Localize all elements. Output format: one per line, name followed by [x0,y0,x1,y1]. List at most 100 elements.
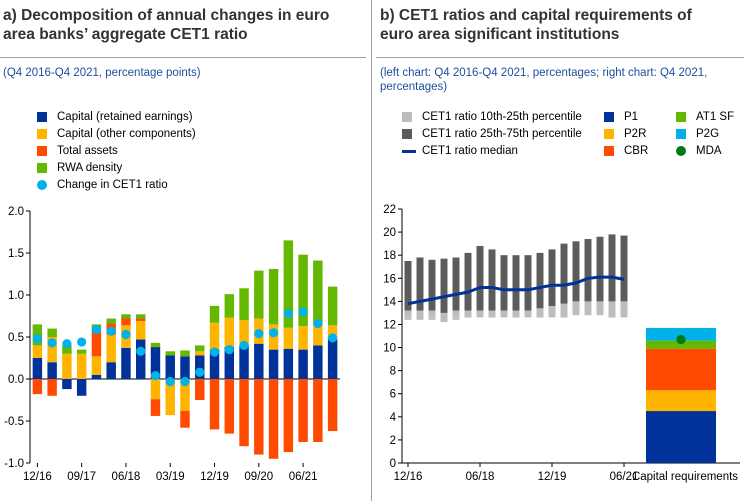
legend-label: Change in CET1 ratio [57,179,168,191]
bar-capital-other-components [195,351,205,356]
bar-capital-other-components [32,345,43,358]
bar-cet1-25th-75th-percentile [476,245,484,311]
bar-rwa-density [62,345,72,354]
panel-b-subtitle: (left chart: Q4 2016-Q4 2021, percentage… [380,66,707,94]
bar-capital-retained-earnings [268,349,279,379]
bar-capital-other-components [313,324,323,346]
point-change-in-cet1-ratio [328,333,338,343]
bar-cet1-10th-25th-percentile [560,303,568,318]
panel-b-subtitle-line2: percentages) [380,81,448,93]
point-change-in-cet1-ratio [136,346,146,356]
panel-a-title-line2: area banks’ aggregate CET1 ratio [3,26,248,43]
legend-swatch [402,129,412,139]
y-tick-label: 0 [390,458,396,470]
bar-cet1-10th-25th-percentile [524,310,532,318]
bar-rwa-density [313,260,323,325]
bar-capital-retained-earnings [91,374,102,379]
bar-requirement-at1-sf [646,340,716,349]
legend-swatch [676,129,686,139]
legend-label: P1 [624,111,639,123]
panel-b-title: b) CET1 ratios and capital requirements … [380,6,692,44]
legend-swatch [604,146,614,156]
bar-capital-retained-earnings [76,379,87,396]
bar-total-assets [298,379,308,442]
bar-cet1-10th-25th-percentile [548,305,556,318]
legend-label: CET1 ratio median [422,145,518,157]
bar-capital-other-components [91,356,102,375]
bar-capital-retained-earnings [32,358,43,379]
panel-b-title-line1: b) CET1 ratios and capital requirements … [380,7,692,24]
legend-label: P2R [624,128,647,140]
legend-label: Capital (retained earnings) [57,111,193,123]
bar-capital-other-components [327,325,338,340]
bar-rwa-density [135,314,146,319]
bar-total-assets [195,379,205,400]
point-change-in-cet1-ratio [268,328,279,338]
y-tick-label: 0.5 [8,332,24,344]
bar-total-assets [209,379,220,430]
bar-capital-retained-earnings [121,347,131,379]
legend-label: CET1 ratio 25th-75th percentile [422,128,582,140]
y-tick-label: 4 [390,412,397,424]
bar-cet1-25th-75th-percentile [452,257,460,311]
bar-requirement-p2g [646,327,716,341]
x-tick-label: 12/16 [23,471,52,483]
bar-requirement-p1 [646,411,716,463]
bar-cet1-25th-75th-percentile [464,252,472,311]
bar-total-assets [32,379,43,395]
bar-total-assets [313,379,323,442]
x-tick-label: 09/17 [67,471,96,483]
bar-rwa-density [239,288,249,321]
y-tick-label: 8 [390,366,396,378]
bar-cet1-10th-25th-percentile [500,310,508,318]
bar-total-assets [327,379,338,432]
point-change-in-cet1-ratio [298,307,308,317]
legend-label: MDA [696,145,722,157]
bar-capital-retained-earnings [195,355,205,379]
y-tick-label: 16 [383,273,396,285]
bar-cet1-25th-75th-percentile [536,252,544,309]
bar-capital-other-components [47,337,57,363]
bar-rwa-density [209,305,220,323]
bar-cet1-25th-75th-percentile [608,234,616,302]
x-tick-label: 12/16 [394,471,423,483]
point-change-in-cet1-ratio [32,334,42,344]
bar-capital-retained-earnings [224,347,235,379]
point-change-in-cet1-ratio [224,345,234,355]
bar-capital-retained-earnings [327,339,338,379]
point-change-in-cet1-ratio [121,329,131,340]
legend-label: CET1 ratio 10th-25th percentile [422,111,582,123]
x-tick-label: 06/18 [112,471,141,483]
legend-label: Total assets [57,145,118,157]
point-mda [676,334,686,345]
bar-capital-retained-earnings [313,345,323,379]
point-change-in-cet1-ratio [91,324,102,335]
y-tick-label: 1.5 [8,248,24,260]
bar-total-assets [91,328,102,357]
bar-total-assets [180,410,190,428]
x-tick-label-capital-requirements: Capital requirements [632,471,738,483]
bar-capital-other-components [224,317,235,348]
bar-capital-other-components [209,322,220,350]
bar-total-assets [283,379,294,453]
point-change-in-cet1-ratio [283,308,293,319]
bar-capital-retained-earnings [150,347,161,379]
bar-rwa-density [224,294,235,318]
bar-capital-retained-earnings [135,339,146,379]
bar-rwa-density [76,349,87,354]
legend-swatch [37,146,47,156]
bar-requirement-cbr [646,348,716,391]
point-change-in-cet1-ratio [106,326,116,336]
bar-cet1-10th-25th-percentile [572,301,580,316]
y-tick-label: 2.0 [8,206,24,218]
bar-rwa-density [254,270,264,319]
panel-a-subtitle: (Q4 2016-Q4 2021, percentage points) [3,67,201,79]
x-tick-label: 06/21 [610,471,639,483]
bar-cet1-25th-75th-percentile [500,255,508,311]
panel-b-title-line2: euro area significant institutions [380,26,620,43]
bar-capital-other-components [62,353,72,379]
bar-rwa-density [195,345,205,352]
legend-label: P2G [696,128,720,140]
bar-cet1-25th-75th-percentile [548,249,556,306]
panel-divider [371,0,372,501]
